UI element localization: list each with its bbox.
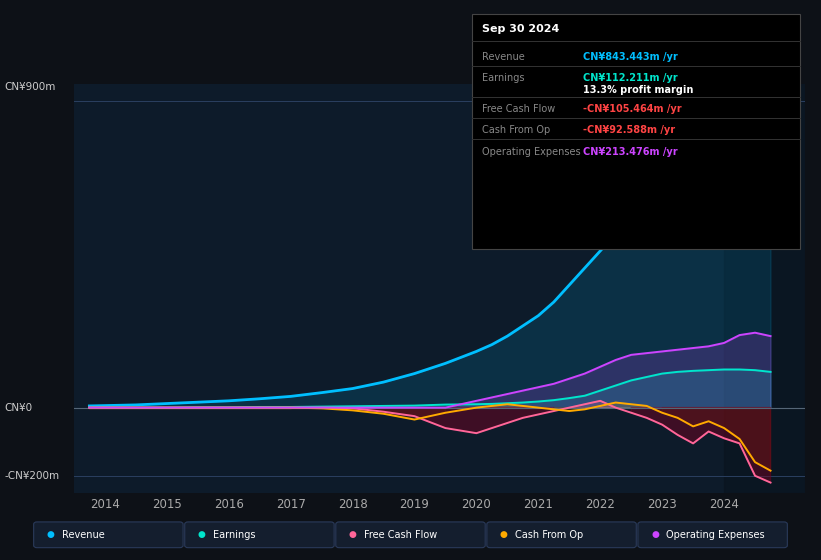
- Text: ●: ●: [198, 530, 206, 539]
- Text: ●: ●: [349, 530, 357, 539]
- Text: Earnings: Earnings: [213, 530, 255, 540]
- Text: ●: ●: [47, 530, 55, 539]
- Text: Free Cash Flow: Free Cash Flow: [482, 104, 555, 114]
- Text: CN¥0: CN¥0: [4, 403, 32, 413]
- Text: Operating Expenses: Operating Expenses: [666, 530, 764, 540]
- Text: CN¥112.211m /yr: CN¥112.211m /yr: [583, 73, 677, 83]
- Text: Revenue: Revenue: [482, 52, 525, 62]
- Text: ●: ●: [500, 530, 508, 539]
- Text: Free Cash Flow: Free Cash Flow: [364, 530, 437, 540]
- Text: CN¥843.443m /yr: CN¥843.443m /yr: [583, 52, 677, 62]
- Text: Cash From Op: Cash From Op: [482, 125, 550, 136]
- Text: CN¥213.476m /yr: CN¥213.476m /yr: [583, 147, 677, 157]
- Text: Sep 30 2024: Sep 30 2024: [482, 24, 559, 34]
- Text: 13.3% profit margin: 13.3% profit margin: [583, 85, 693, 95]
- Text: Cash From Op: Cash From Op: [515, 530, 583, 540]
- Text: -CN¥105.464m /yr: -CN¥105.464m /yr: [583, 104, 681, 114]
- Bar: [724, 84, 805, 493]
- Text: CN¥900m: CN¥900m: [4, 82, 56, 92]
- Text: -CN¥200m: -CN¥200m: [4, 471, 59, 481]
- Text: Earnings: Earnings: [482, 73, 525, 83]
- Text: ●: ●: [651, 530, 659, 539]
- Text: Revenue: Revenue: [62, 530, 104, 540]
- Text: Operating Expenses: Operating Expenses: [482, 147, 580, 157]
- Text: -CN¥92.588m /yr: -CN¥92.588m /yr: [583, 125, 675, 136]
